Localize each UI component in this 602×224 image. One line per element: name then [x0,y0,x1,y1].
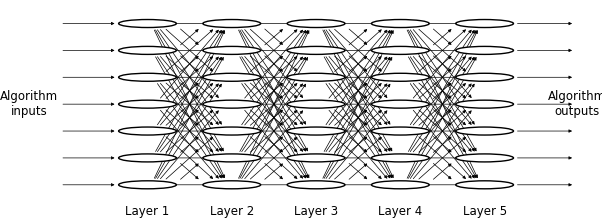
Ellipse shape [119,181,176,189]
Ellipse shape [456,181,514,189]
Ellipse shape [287,154,345,162]
Ellipse shape [287,46,345,54]
Ellipse shape [371,181,429,189]
Text: Layer 3: Layer 3 [294,205,338,218]
Text: Layer 2: Layer 2 [209,205,254,218]
Ellipse shape [371,19,429,28]
Ellipse shape [119,154,176,162]
Text: Layer 4: Layer 4 [378,205,423,218]
Ellipse shape [203,100,261,108]
Text: Algorithm
inputs: Algorithm inputs [0,90,58,118]
Ellipse shape [371,46,429,54]
Ellipse shape [371,100,429,108]
Ellipse shape [203,73,261,81]
Ellipse shape [203,127,261,135]
Ellipse shape [119,19,176,28]
Ellipse shape [456,100,514,108]
Ellipse shape [287,181,345,189]
Ellipse shape [287,19,345,28]
Ellipse shape [456,73,514,81]
Ellipse shape [119,73,176,81]
Ellipse shape [287,127,345,135]
Text: Layer 1: Layer 1 [125,205,170,218]
Ellipse shape [456,154,514,162]
Ellipse shape [456,127,514,135]
Ellipse shape [119,46,176,54]
Ellipse shape [371,73,429,81]
Ellipse shape [287,73,345,81]
Ellipse shape [203,181,261,189]
Ellipse shape [287,100,345,108]
Ellipse shape [203,154,261,162]
Ellipse shape [203,46,261,54]
Ellipse shape [371,154,429,162]
Ellipse shape [371,127,429,135]
Ellipse shape [456,46,514,54]
Text: Layer 5: Layer 5 [462,205,507,218]
Ellipse shape [456,19,514,28]
Text: Algorithm
outputs: Algorithm outputs [548,90,602,118]
Ellipse shape [119,100,176,108]
Ellipse shape [203,19,261,28]
Ellipse shape [119,127,176,135]
